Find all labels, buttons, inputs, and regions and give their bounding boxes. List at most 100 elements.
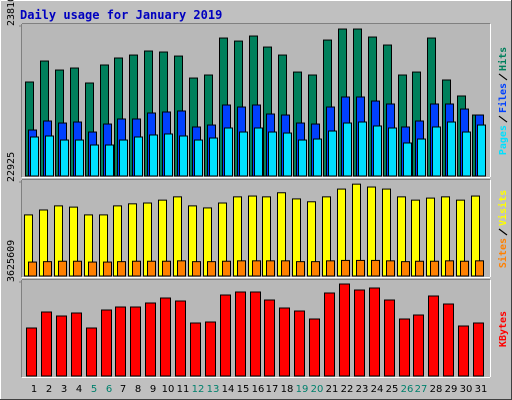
bar [384, 299, 395, 377]
bar [462, 131, 471, 177]
bar [430, 260, 439, 277]
bar [71, 312, 82, 377]
x-tick-label: 26 [401, 384, 414, 395]
bar [326, 260, 335, 277]
bar [281, 260, 290, 277]
y-tick-label: 238108 [6, 0, 17, 26]
bar [88, 261, 97, 277]
bar [28, 261, 37, 277]
bar [224, 127, 233, 177]
bar [56, 315, 67, 377]
bar [460, 260, 469, 277]
bar [311, 261, 320, 277]
bar [73, 260, 82, 277]
x-tick-label: 25 [386, 384, 399, 395]
bar [309, 318, 320, 377]
x-tick-label: 14 [222, 384, 235, 395]
legend-entry: Pages [498, 125, 509, 155]
y-tick-label: 22925 [6, 152, 17, 182]
bar [205, 321, 216, 377]
bar [268, 131, 277, 177]
x-tick-label: 15 [237, 384, 250, 395]
bar [160, 297, 171, 377]
bar [134, 136, 143, 177]
x-tick-label: 27 [415, 384, 428, 395]
x-tick-label: 24 [371, 384, 384, 395]
x-tick-label: 4 [76, 384, 82, 395]
x-tick-label: 7 [120, 384, 126, 395]
x-tick-label: 28 [430, 384, 443, 395]
bar [30, 136, 39, 177]
x-tick-label: 16 [252, 384, 265, 395]
bar [90, 144, 99, 177]
bar [43, 261, 52, 277]
x-tick-label: 9 [150, 384, 156, 395]
bar [343, 122, 352, 177]
x-tick-label: 5 [91, 384, 97, 395]
bar [369, 287, 380, 377]
legend: Sites Visits [497, 190, 509, 268]
x-tick-label: 18 [281, 384, 294, 395]
bar [207, 261, 216, 277]
bar [179, 135, 188, 177]
x-tick-label: 3 [61, 384, 67, 395]
bar [266, 260, 275, 277]
legend-entry: Hits [497, 47, 509, 71]
bar [413, 314, 424, 377]
bar [445, 260, 454, 277]
bar [119, 139, 128, 177]
legend: Pages Files Hits [497, 47, 509, 155]
bar [26, 327, 37, 377]
bar [105, 144, 114, 177]
legend-separator [498, 228, 508, 236]
bar [279, 307, 290, 377]
bar [415, 260, 424, 277]
bar [145, 302, 156, 377]
bar [132, 260, 141, 277]
bar [58, 260, 67, 277]
x-tick-label: 12 [192, 384, 205, 395]
bar [313, 138, 322, 177]
bar [190, 322, 201, 377]
bar [328, 130, 337, 177]
bar [373, 125, 382, 177]
bar [339, 283, 350, 377]
legend-entry: Visits [497, 190, 509, 226]
x-tick-label: 19 [296, 384, 309, 395]
bar [237, 260, 246, 277]
legend-separator [498, 73, 508, 81]
bar [147, 260, 156, 277]
x-tick-label: 22 [341, 384, 354, 395]
bar [117, 261, 126, 277]
bar [194, 139, 203, 177]
x-tick-label: 2 [46, 384, 52, 395]
legend-entry: Files [497, 83, 509, 113]
legend-entry: KBytes [498, 311, 509, 347]
legend-separator [498, 115, 508, 123]
x-tick-label: 17 [266, 384, 279, 395]
x-tick-label: 1 [31, 384, 37, 395]
bar [220, 294, 231, 377]
bar [162, 260, 171, 277]
bar [239, 131, 248, 177]
bar [60, 139, 69, 177]
bar [254, 127, 263, 177]
bar [417, 138, 426, 177]
bar [477, 124, 486, 177]
x-tick-label: 23 [356, 384, 369, 395]
bar [341, 259, 350, 277]
bar [252, 260, 261, 277]
bar [45, 135, 54, 177]
bar [177, 260, 186, 277]
bar [358, 121, 367, 177]
bar [101, 309, 112, 377]
bar [103, 261, 112, 277]
bar [235, 291, 246, 377]
y-tick-label: 3625609 [6, 240, 17, 282]
bar [209, 137, 218, 177]
bar [371, 259, 380, 277]
bar [149, 134, 158, 177]
x-tick-label: 6 [106, 384, 112, 395]
x-tick-label: 29 [445, 384, 458, 395]
x-tick-label: 20 [311, 384, 324, 395]
